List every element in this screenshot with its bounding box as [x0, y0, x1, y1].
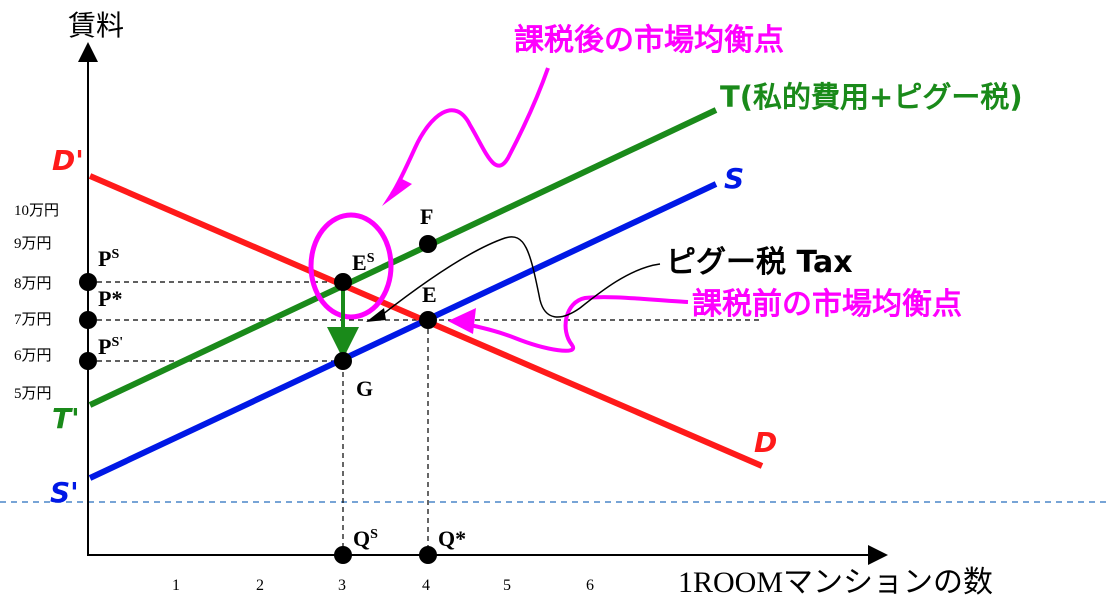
supply-end-label: S [724, 162, 744, 195]
tax-start-label: T' [52, 402, 80, 435]
point-ps [79, 273, 97, 291]
y-tick-10: 10万円 [14, 203, 59, 219]
label-qs: QS [353, 526, 378, 551]
before-tax-arrowhead [448, 308, 476, 334]
supply-curve [88, 181, 718, 481]
point-ps-prime [79, 352, 97, 370]
tax-end-label: T(私的費用+ピグー税) [720, 80, 1023, 114]
after-tax-highlight-circle [308, 212, 394, 320]
point-f [419, 235, 437, 253]
y-axis-label: 賃料 [68, 9, 124, 42]
before-tax-annotation: 課税前の市場均衡点 [692, 287, 962, 322]
after-tax-squiggle-arrow [390, 67, 550, 196]
x-axis-label: 1ROOMマンションの数 [678, 566, 993, 596]
x-tick-5: 5 [503, 577, 511, 594]
point-es [334, 273, 352, 291]
before-tax-squiggle-arrow [464, 295, 689, 353]
y-tick-8: 8万円 [14, 276, 52, 292]
pigou-tax-callout-arrowhead [366, 308, 386, 322]
label-f: F [420, 204, 433, 229]
point-g [334, 352, 352, 370]
x-tick-6: 6 [586, 577, 594, 594]
label-e: E [422, 282, 437, 307]
y-tick-6: 6万円 [14, 348, 52, 364]
label-ps: PS [98, 246, 119, 271]
point-qstar [419, 546, 437, 564]
y-tick-5: 5万円 [14, 386, 52, 402]
points [79, 235, 437, 564]
label-es: ES [352, 250, 375, 275]
pigou-tax-annotation: ピグー税 Tax [666, 245, 853, 280]
point-qs [334, 546, 352, 564]
x-tick-4: 4 [422, 577, 430, 594]
supply-start-label: S' [50, 476, 79, 509]
tax-curve [88, 107, 718, 408]
label-g: G [356, 376, 373, 401]
after-tax-annotation: 課税後の市場均衡点 [514, 23, 784, 58]
y-tick-7: 7万円 [14, 312, 52, 328]
point-pstar [79, 311, 97, 329]
x-tick-1: 1 [172, 577, 180, 594]
after-tax-arrowhead [382, 178, 412, 206]
demand-start-label: D' [52, 144, 84, 177]
demand-end-label: D [754, 426, 777, 459]
y-tick-9: 9万円 [14, 236, 52, 252]
label-ps-prime: PS' [98, 334, 123, 359]
x-tick-3: 3 [338, 577, 346, 594]
point-e [419, 311, 437, 329]
label-pstar: P* [98, 286, 122, 311]
x-tick-2: 2 [256, 577, 264, 594]
pigou-tax-callout [377, 236, 661, 319]
label-qstar: Q* [438, 526, 466, 551]
